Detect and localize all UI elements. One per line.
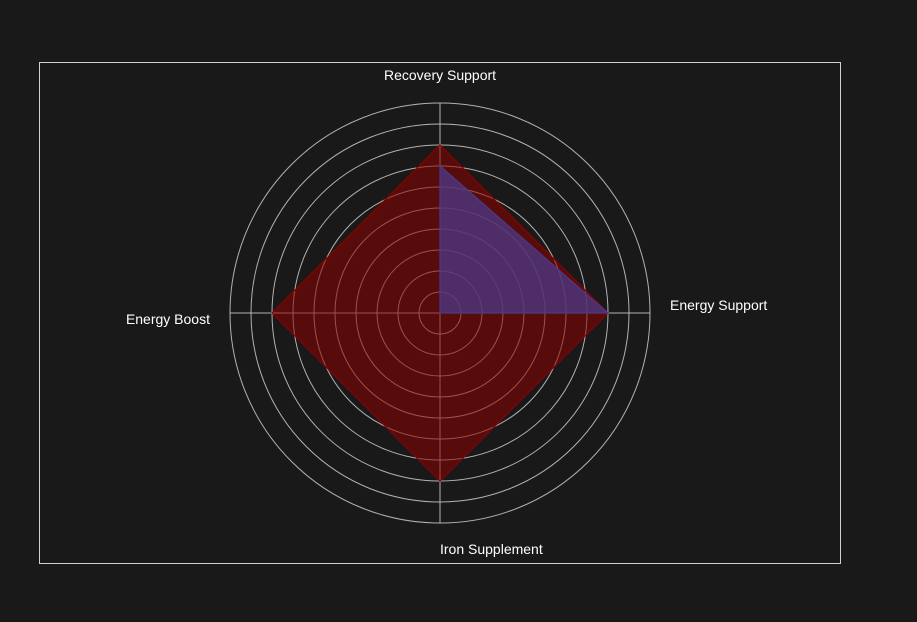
category-label: Recovery Support (384, 67, 496, 83)
series-2-area (440, 166, 608, 313)
category-label: Energy Boost (126, 311, 210, 327)
category-label: Iron Supplement (440, 541, 543, 557)
category-label: Energy Support (670, 297, 767, 313)
series-layer (272, 145, 608, 481)
